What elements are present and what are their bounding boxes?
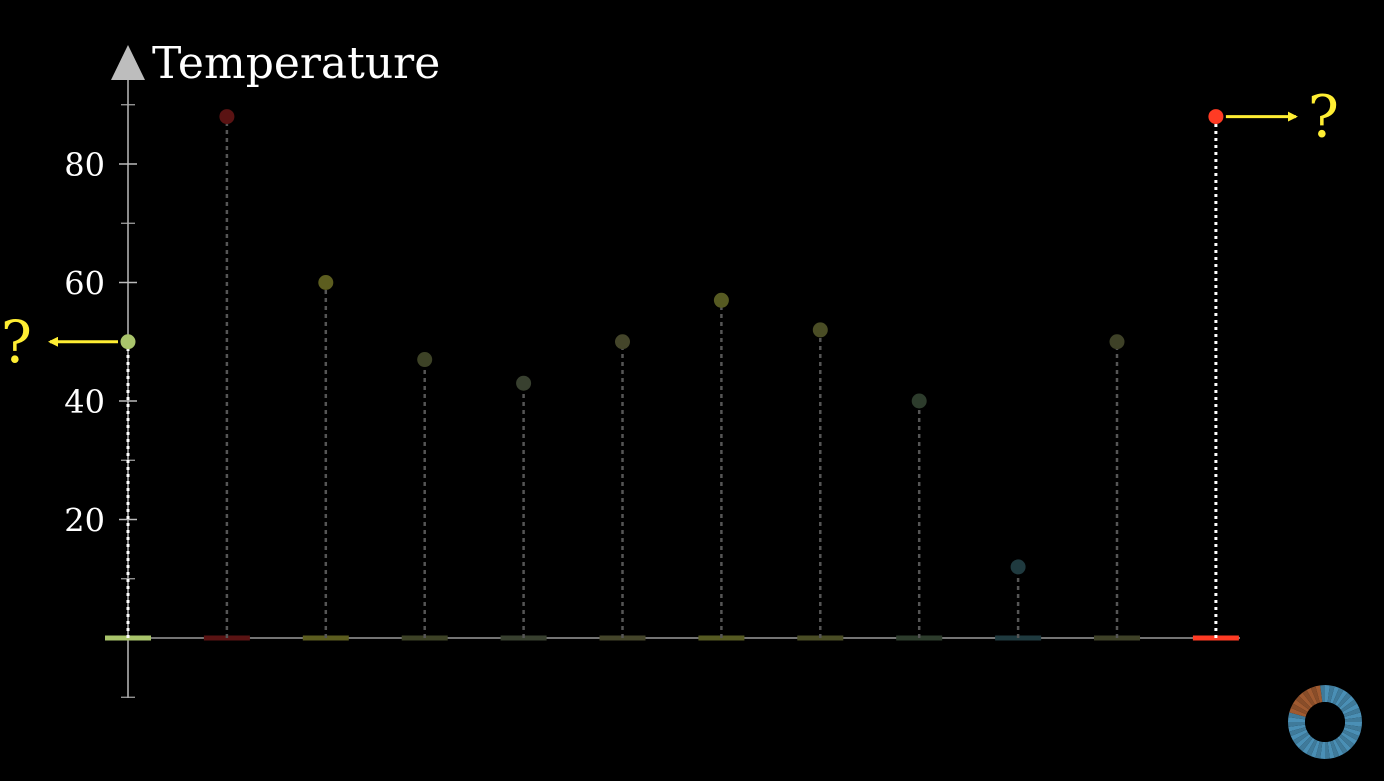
temperature-point (1109, 334, 1125, 350)
spinner-segment (1295, 734, 1311, 749)
spinner-segment (1290, 729, 1308, 741)
temperature-point (713, 292, 729, 308)
spinner-segment (1292, 699, 1310, 712)
spinner-segment (1298, 692, 1313, 708)
spinner-segment (1342, 729, 1360, 741)
spinner-segment (1288, 724, 1306, 732)
y-tick-label: 80 (64, 146, 105, 184)
spinner-segment (1315, 685, 1323, 703)
axis-layer: Temperature (106, 38, 1240, 698)
y-tick-label: 40 (64, 383, 105, 421)
spinner-segment (1344, 724, 1362, 732)
spinner-segment (1306, 687, 1318, 705)
spinner-segment (1302, 689, 1315, 707)
temperature-point (318, 275, 334, 290)
spinner-segment (1337, 692, 1352, 708)
spinner-segment (1327, 685, 1335, 703)
temperature-point (516, 375, 532, 391)
spinner-segment (1288, 717, 1306, 722)
spinner-segment (1339, 734, 1355, 749)
spinner-segment (1335, 737, 1348, 755)
temperature-point (219, 109, 235, 125)
spinner-segment (1344, 717, 1362, 722)
spinner-segment (1343, 727, 1361, 737)
spinner-segment (1302, 737, 1315, 755)
temperature-point (911, 393, 927, 409)
loading-ring-icon (1288, 685, 1362, 759)
spinner-segment (1343, 707, 1361, 717)
y-axis-arrow-icon (111, 45, 145, 80)
spinner-segment (1330, 740, 1340, 758)
spinner-segment (1288, 712, 1306, 720)
spinner-segment (1327, 741, 1335, 759)
spinner-segment (1320, 741, 1325, 759)
annotation-question-mark: ? (1, 308, 32, 376)
temperature-point (1010, 559, 1026, 575)
spinner-segment (1295, 695, 1311, 710)
spinner-segment (1344, 712, 1362, 720)
spinner-segment (1340, 732, 1358, 745)
y-tick-label: 60 (64, 265, 105, 303)
spinner-segment (1325, 685, 1330, 703)
temperature-point (417, 352, 433, 368)
spinner-segment (1337, 736, 1352, 752)
y-axis-title: Temperature (152, 38, 440, 89)
spinner-segment (1320, 685, 1325, 703)
spinner-segment (1342, 703, 1360, 715)
temperature-point (812, 322, 828, 338)
spinner-segment (1298, 736, 1313, 752)
spinner-segment (1310, 686, 1320, 704)
spinner-segment (1340, 699, 1358, 712)
annotation-question-mark: ? (1308, 83, 1339, 151)
spinner-segment (1288, 722, 1306, 727)
spinner-segment (1289, 707, 1307, 717)
spinner-hole (1305, 702, 1345, 742)
annotations: ?? (1, 83, 1339, 376)
spinner-segment (1332, 739, 1344, 757)
spinner-segment (1332, 687, 1344, 705)
spinner-segment (1339, 695, 1355, 710)
temperature-point (1208, 109, 1224, 125)
spinner-segment (1325, 741, 1330, 759)
y-tick-label: 20 (64, 502, 105, 540)
spinner-segment (1290, 703, 1308, 715)
spinner-segment (1344, 722, 1362, 727)
spinner-segment (1306, 739, 1318, 757)
tick-layer: 20 40 60 80 (64, 104, 137, 698)
stems (126, 116, 1218, 638)
spinner-segment (1289, 727, 1307, 737)
spinner-segment (1292, 732, 1310, 745)
spinner-segment (1310, 740, 1320, 758)
spinner-segment (1330, 686, 1340, 704)
spinner-segment (1335, 689, 1348, 707)
points (120, 109, 1224, 575)
spinner-segment (1315, 741, 1323, 759)
temperature-point (615, 334, 630, 350)
temperature-point (120, 334, 136, 350)
